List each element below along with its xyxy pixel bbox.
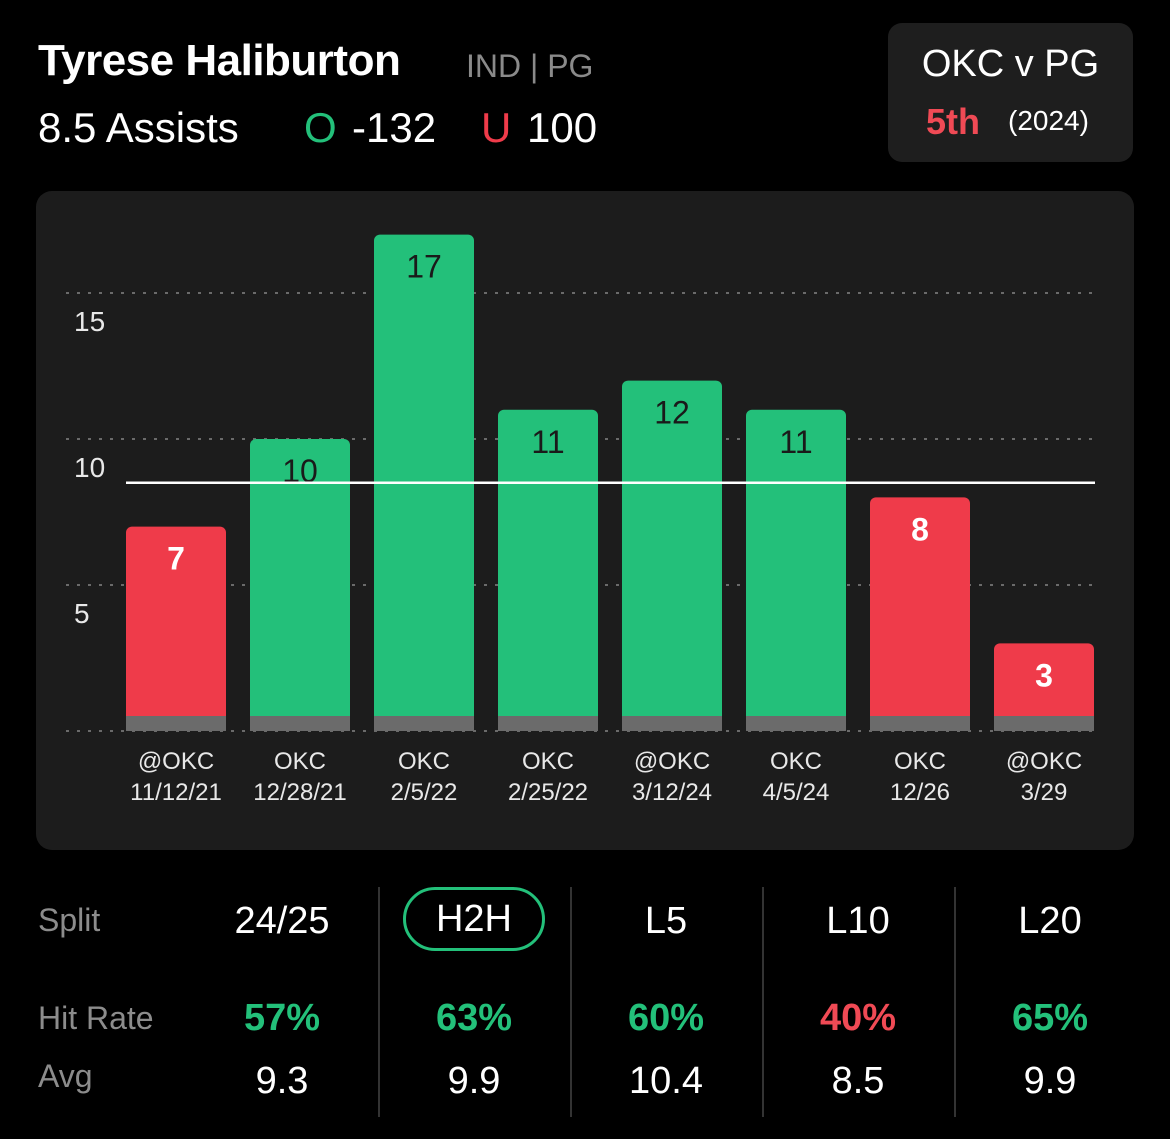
x-tick-label-opponent: OKC	[770, 748, 822, 775]
bar-base	[374, 716, 474, 731]
x-tick-label-opponent: OKC	[522, 748, 574, 775]
column-divider	[954, 887, 956, 1117]
bar-base	[498, 716, 598, 731]
avg-value: 10.4	[629, 1060, 703, 1102]
bar	[994, 643, 1094, 731]
bar	[498, 409, 598, 731]
bar-base	[126, 716, 226, 731]
hit-rate-value: 57%	[243, 997, 321, 1039]
bar-data-label: 12	[654, 395, 690, 431]
x-tick-label-opponent: OKC	[274, 748, 326, 775]
x-tick-label-opponent: OKC	[398, 748, 450, 775]
bar-base	[870, 716, 970, 731]
under-odds[interactable]: 100	[527, 104, 598, 151]
matchup-year: (2024)	[1008, 105, 1089, 136]
avg-value: 9.3	[255, 1060, 309, 1102]
column-divider	[762, 887, 764, 1117]
hit-rate-value: 60%	[627, 997, 705, 1039]
bar	[746, 409, 846, 731]
player-name: Tyrese Haliburton	[38, 36, 401, 85]
y-tick-label: 10	[74, 452, 105, 483]
bar-base	[746, 716, 846, 731]
matchup-rank: 5th	[926, 101, 980, 142]
chart-panel: 5 10 15 7 @OKC 11/12/21 10 OKC 12/28/21 17 OKC 2/5/…	[36, 191, 1134, 850]
matchup-card: OKC v PG 5th (2024)	[888, 23, 1133, 162]
bar	[250, 439, 350, 731]
split-tab-l10[interactable]: L10	[826, 900, 890, 942]
hit-rate-row-label: Hit Rate	[38, 1000, 154, 1036]
x-tick-label-opponent: @OKC	[634, 748, 710, 775]
x-tick-label-opponent: @OKC	[138, 748, 214, 775]
split-tab-h2h[interactable]: H2H	[403, 887, 545, 951]
x-tick-label-date: 11/12/21	[130, 779, 222, 806]
under-marker[interactable]: U	[481, 104, 512, 151]
bar	[622, 380, 722, 731]
avg-row-label: Avg	[38, 1058, 93, 1094]
bar-data-label: 17	[406, 249, 442, 285]
avg-value: 9.9	[447, 1060, 501, 1102]
assists-bar-chart: 510157@OKC11/12/2110OKC12/28/2117OKC2/5/…	[66, 234, 1100, 806]
x-tick-label-date: 3/29	[1021, 779, 1068, 806]
bar-data-label: 11	[531, 424, 564, 460]
split-tab-l5[interactable]: L5	[644, 900, 688, 942]
column-divider	[378, 887, 380, 1117]
bar-data-label: 8	[911, 511, 929, 547]
split-row-label: Split	[38, 902, 101, 938]
bar-base	[994, 716, 1094, 731]
bar-base	[622, 716, 722, 731]
hit-rate-value: 40%	[819, 997, 897, 1039]
team-position: IND | PG	[466, 48, 594, 84]
y-tick-label: 15	[74, 306, 105, 337]
bar-data-label: 3	[1035, 657, 1053, 693]
matchup-title: OKC v PG	[921, 43, 1100, 85]
bar	[126, 526, 226, 731]
bar-data-label: 11	[779, 424, 812, 460]
bar	[870, 497, 970, 731]
split-tab-l20[interactable]: L20	[1018, 900, 1082, 942]
avg-value: 9.9	[1023, 1060, 1077, 1102]
column-divider	[570, 887, 572, 1117]
x-tick-label-date: 2/25/22	[508, 779, 588, 806]
hit-rate-value: 63%	[435, 997, 513, 1039]
x-tick-label-date: 4/5/24	[763, 779, 830, 806]
x-tick-label-date: 12/28/21	[253, 779, 346, 806]
x-tick-label-opponent: OKC	[894, 748, 946, 775]
over-marker[interactable]: O	[304, 104, 337, 151]
x-tick-label-opponent: @OKC	[1006, 748, 1082, 775]
prop-line: 8.5 Assists	[38, 104, 239, 151]
avg-value: 8.5	[831, 1060, 885, 1102]
over-odds[interactable]: -132	[352, 104, 437, 151]
bar-base	[250, 716, 350, 731]
split-tab-24-25[interactable]: 24/25	[234, 900, 330, 942]
x-tick-label-date: 3/12/24	[632, 779, 712, 806]
bar-data-label: 7	[167, 541, 185, 577]
y-tick-label: 5	[74, 598, 90, 629]
hit-rate-value: 65%	[1011, 997, 1089, 1039]
x-tick-label-date: 12/26	[890, 779, 950, 806]
x-tick-label-date: 2/5/22	[391, 779, 458, 806]
